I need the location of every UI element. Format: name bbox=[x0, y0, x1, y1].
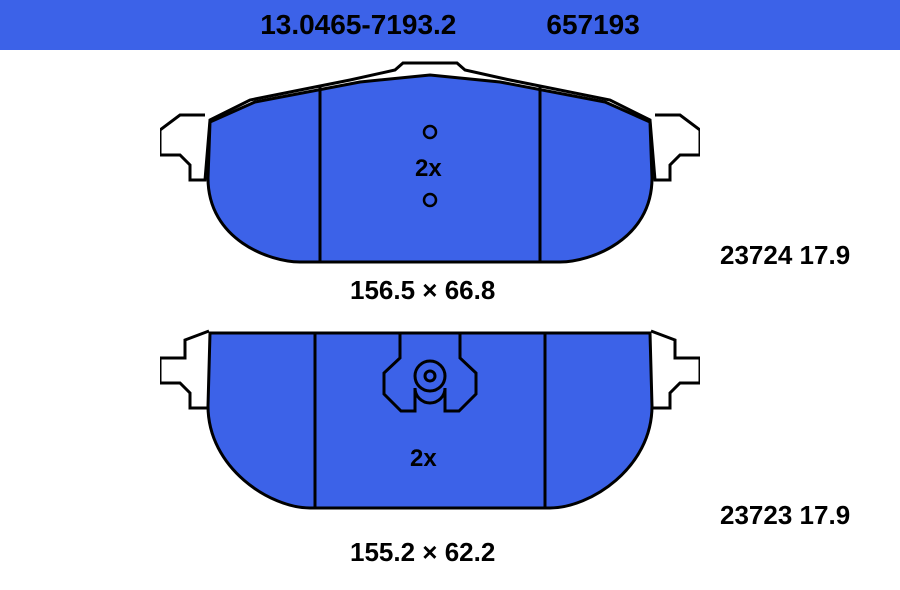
brake-pad-bottom bbox=[160, 318, 700, 523]
top-code: 23724 bbox=[720, 240, 792, 270]
alt-number: 657193 bbox=[546, 9, 639, 41]
bottom-side-label: 23723 17.9 bbox=[720, 500, 850, 531]
bottom-dimensions: 155.2 × 62.2 bbox=[350, 537, 495, 568]
part-number: 13.0465-7193.2 bbox=[260, 9, 456, 41]
top-side-label: 23724 17.9 bbox=[720, 240, 850, 271]
top-thickness: 17.9 bbox=[800, 240, 851, 270]
header-bar: 13.0465-7193.2 657193 bbox=[0, 0, 900, 50]
brake-pad-bottom-svg bbox=[160, 318, 700, 523]
top-qty: 2x bbox=[415, 155, 442, 183]
bottom-code: 23723 bbox=[720, 500, 792, 530]
diagram-content: 2x 156.5 × 66.8 23724 17.9 2x 155.2 × 62… bbox=[0, 50, 900, 590]
bottom-thickness: 17.9 bbox=[800, 500, 851, 530]
top-dimensions: 156.5 × 66.8 bbox=[350, 275, 495, 306]
bottom-qty: 2x bbox=[410, 445, 437, 473]
